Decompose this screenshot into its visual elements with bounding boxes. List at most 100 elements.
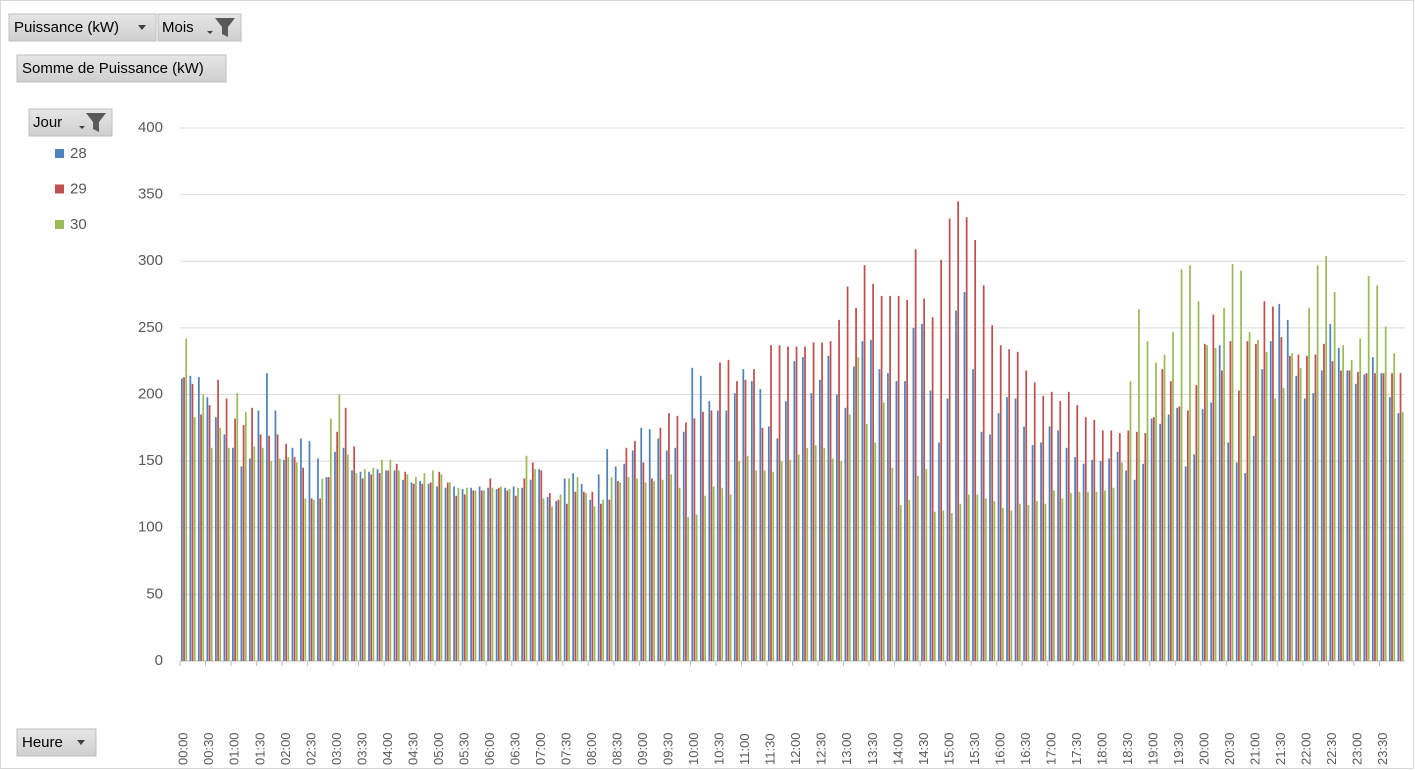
- bar: [659, 427, 662, 661]
- bar: [1203, 343, 1206, 661]
- bar: [376, 469, 379, 661]
- bar: [699, 375, 702, 661]
- x-tick-label: 09:00: [635, 732, 650, 765]
- bar: [704, 495, 707, 661]
- bar: [589, 499, 592, 661]
- bar: [891, 467, 894, 661]
- bar: [1150, 418, 1153, 661]
- bar: [716, 410, 719, 661]
- bar: [523, 478, 526, 661]
- bar: [1289, 355, 1291, 661]
- bar: [1401, 411, 1404, 661]
- bar: [497, 487, 500, 661]
- x-tick-label: 00:00: [176, 732, 191, 765]
- x-tick-label: 14:30: [916, 732, 931, 765]
- bar: [1155, 362, 1157, 661]
- bar: [368, 471, 370, 661]
- bar: [1367, 275, 1370, 661]
- bar: [529, 479, 532, 661]
- bar: [508, 489, 511, 661]
- bar: [640, 427, 643, 661]
- bar: [753, 369, 755, 661]
- x-tick-label: 23:30: [1375, 732, 1390, 765]
- bar: [1118, 433, 1121, 661]
- bar: [989, 434, 991, 661]
- bar: [270, 461, 273, 661]
- x-tick-label: 14:00: [890, 732, 905, 765]
- bar: [1138, 309, 1140, 661]
- bar: [1374, 373, 1376, 661]
- bar: [534, 469, 536, 661]
- bar: [470, 487, 472, 661]
- bar: [234, 418, 236, 661]
- bar: [1210, 402, 1213, 661]
- bar: [183, 377, 185, 661]
- bar: [784, 401, 787, 661]
- x-tick-label: 10:30: [712, 732, 727, 765]
- bar: [1201, 409, 1204, 661]
- bar: [378, 473, 381, 661]
- y-tick-label: 200: [138, 385, 163, 402]
- bar: [948, 218, 951, 662]
- legend-swatch: [55, 220, 64, 229]
- bar: [857, 357, 860, 661]
- bar: [1265, 351, 1268, 661]
- bar: [727, 359, 730, 661]
- bar: [180, 378, 183, 661]
- legend-field-button[interactable]: Jour: [28, 108, 113, 137]
- bar: [580, 483, 583, 661]
- bar: [608, 499, 611, 661]
- bar: [1323, 343, 1325, 661]
- bar: [933, 511, 936, 661]
- bar: [1214, 347, 1217, 661]
- button-label: Somme de Puissance (kW): [22, 60, 204, 77]
- bar: [1337, 347, 1340, 661]
- bar: [531, 462, 534, 661]
- x-tick-label: 22:30: [1324, 732, 1339, 765]
- bar: [240, 466, 243, 661]
- value-field-button[interactable]: Puissance (kW): [8, 13, 157, 42]
- bar: [942, 510, 945, 661]
- bar: [455, 495, 458, 661]
- x-tick-label: 05:30: [456, 732, 471, 765]
- bar: [1320, 370, 1323, 661]
- measure-button[interactable]: Somme de Puissance (kW): [16, 54, 227, 83]
- bar: [1061, 498, 1064, 661]
- bar: [436, 486, 438, 661]
- axis-field-button[interactable]: Heure: [16, 728, 97, 757]
- month-filter-button[interactable]: Mois: [157, 13, 242, 42]
- bar: [283, 459, 285, 661]
- bar: [1314, 354, 1317, 661]
- bar: [997, 413, 1000, 661]
- bar: [372, 467, 375, 661]
- bar: [993, 501, 996, 661]
- bar: [1246, 341, 1249, 661]
- bar: [625, 447, 628, 661]
- bar: [623, 463, 626, 661]
- bar: [232, 447, 234, 661]
- bar: [582, 491, 585, 661]
- bar: [602, 499, 604, 661]
- bar: [325, 477, 328, 661]
- x-tick-label: 21:30: [1273, 732, 1288, 765]
- bar: [1325, 255, 1328, 662]
- bar: [193, 417, 196, 661]
- bar: [916, 475, 919, 661]
- bar: [1025, 370, 1028, 661]
- bar: [1121, 462, 1123, 661]
- bar: [1312, 393, 1315, 661]
- bar: [974, 239, 977, 661]
- x-tick-label: 18:00: [1094, 732, 1109, 765]
- bar: [398, 470, 400, 661]
- x-tick-label: 22:00: [1299, 732, 1314, 765]
- bar: [693, 418, 696, 661]
- x-tick-label: 17:00: [1043, 732, 1058, 765]
- bar: [776, 438, 779, 661]
- bar: [1193, 454, 1196, 661]
- bar: [291, 447, 294, 661]
- bar: [295, 462, 298, 661]
- bar: [744, 379, 747, 661]
- bar: [906, 299, 908, 661]
- bar: [1006, 397, 1008, 661]
